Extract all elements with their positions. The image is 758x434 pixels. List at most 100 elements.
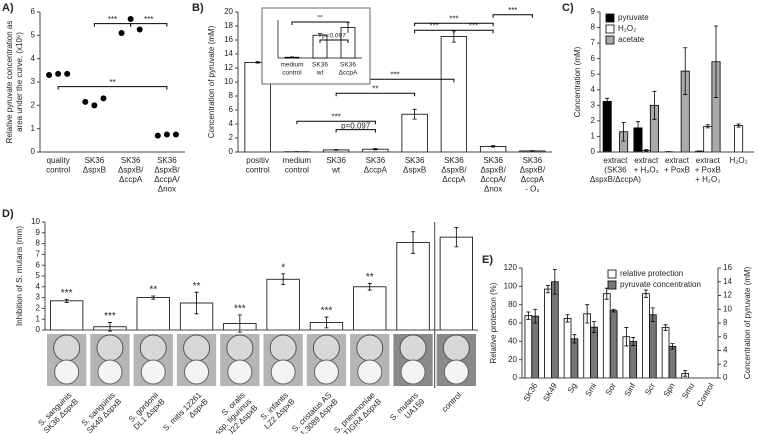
significance-label: ***: [508, 6, 517, 15]
x-tick-label: - O₂: [525, 185, 539, 194]
significance-label: ***: [234, 304, 246, 315]
panel-label: B): [192, 2, 204, 14]
x-tick-label: positiv: [246, 156, 269, 165]
error-bar: [565, 314, 570, 323]
x-label-group: Sg: [566, 382, 579, 395]
y-tick-label: 3: [591, 100, 596, 109]
significance-bracket: [291, 21, 349, 25]
y-tick-label: 8: [36, 239, 41, 248]
significance-bracket: [319, 39, 349, 43]
x-tick-label: ΔccpA/: [480, 175, 506, 184]
x-tick-label: Sg: [566, 382, 579, 395]
error-bar: [533, 308, 538, 324]
significance-bracket: [130, 23, 168, 27]
x-tick-label: SK36: [157, 156, 177, 165]
error-bar: [411, 231, 416, 254]
bar: [439, 236, 473, 331]
error-bar: [454, 227, 459, 248]
bar: [570, 338, 579, 379]
bar: [353, 286, 387, 331]
data-point: [136, 26, 143, 33]
x-tick-label: SK36: [121, 156, 141, 165]
y-tick-label: 12: [723, 291, 732, 300]
error-bar: [635, 121, 640, 135]
error-bar: [714, 25, 719, 98]
significance-bracket: [296, 120, 376, 125]
x-label-group: control: [440, 390, 464, 414]
x-label-group: Sinf: [623, 381, 638, 398]
error-bar: [663, 324, 668, 331]
data-point: [82, 98, 89, 105]
y-axis-title: Concentration (mM): [573, 46, 582, 117]
y-axis-title: area under the curve, (x10⁶): [15, 32, 24, 132]
legend-label: relative protection: [620, 269, 683, 278]
error-bar: [412, 108, 417, 120]
data-point: [64, 70, 71, 77]
plate-disc: [54, 359, 80, 385]
y-axis-title: Concentration of pyruvate (mM): [743, 266, 752, 379]
x-tick-label: wt: [316, 70, 324, 77]
y-tick-label: 60: [508, 318, 517, 327]
y-tick-label: 4: [229, 119, 234, 128]
y-axis-title: Concentration of pyruvate (mM): [207, 25, 216, 138]
x-label-group: SK36: [522, 381, 540, 403]
y-tick-label: 5: [36, 271, 41, 280]
significance-label: ***: [430, 21, 439, 30]
x-tick-label: SK49: [541, 381, 559, 403]
x-tick-label: SK36: [85, 156, 105, 165]
x-label-group: Control: [695, 381, 716, 408]
legend-swatch: [605, 24, 615, 34]
x-tick-label: Sinf: [623, 381, 638, 398]
plate-disc: [97, 359, 123, 385]
error-bar: [670, 343, 675, 350]
data-point: [163, 131, 170, 138]
significance-bracket: [335, 129, 376, 133]
y-tick-label: 0: [36, 325, 41, 334]
bar: [551, 281, 559, 379]
legend-swatch: [605, 13, 615, 23]
x-tick-label: SK36: [522, 381, 540, 403]
legend-label: acetate: [618, 35, 645, 44]
x-tick-label: control: [282, 70, 302, 77]
plate-zone: [183, 334, 211, 362]
x-label-group: Sor: [604, 381, 618, 397]
bar: [602, 293, 611, 379]
error-bar: [491, 145, 496, 148]
x-label-group: Scr: [643, 381, 657, 396]
bar: [734, 125, 744, 153]
bar: [396, 242, 430, 331]
plate-disc: [270, 359, 296, 385]
data-point: [100, 95, 107, 102]
y-tick-label: 0: [723, 373, 728, 382]
error-bar: [697, 150, 702, 152]
bar: [590, 326, 598, 379]
error-bar: [324, 316, 329, 329]
data-point: [172, 131, 179, 138]
bar: [136, 297, 170, 331]
y-tick-label: 9: [36, 228, 41, 237]
y-tick-label: 20: [224, 7, 233, 16]
x-tick-label: Δnox: [484, 185, 502, 194]
error-bar: [530, 150, 535, 152]
bar: [642, 293, 650, 379]
error-bar: [237, 314, 242, 333]
significance-label: ***: [61, 288, 73, 299]
y-tick-label: 7: [36, 250, 41, 259]
bar: [531, 315, 540, 379]
legend-label: pyruvate concentration: [620, 280, 701, 289]
y-tick-label: 6: [31, 7, 36, 16]
y-tick-label: 1: [36, 314, 41, 323]
x-tick-label: extract: [634, 156, 659, 165]
y-tick-label: 2: [36, 304, 41, 313]
x-label-group: Spn: [662, 382, 677, 399]
error-bar: [64, 298, 69, 303]
y-tick-label: 4: [723, 346, 728, 355]
error-bar: [683, 47, 688, 95]
bar: [649, 314, 657, 379]
error-bar: [605, 97, 610, 105]
y-tick-label: 0: [229, 147, 234, 156]
x-tick-label: ΔspxB/: [520, 166, 546, 175]
